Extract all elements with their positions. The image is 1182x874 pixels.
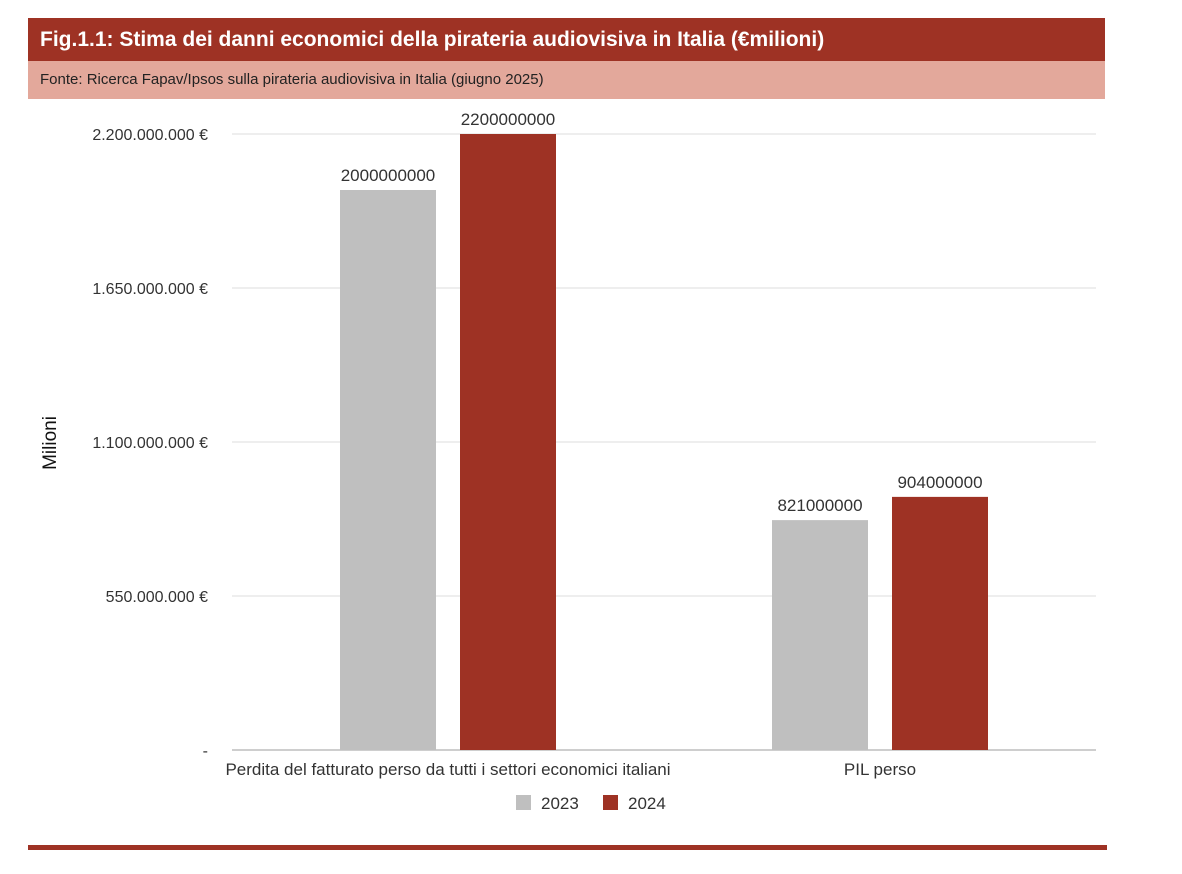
data-label: 821000000 bbox=[777, 496, 862, 515]
y-tick-label: 2.200.000.000 € bbox=[92, 127, 208, 144]
x-axis-categories: Perdita del fatturato perso da tutti i s… bbox=[225, 760, 916, 779]
bars bbox=[340, 134, 988, 750]
figure-title: Fig.1.1: Stima dei danni economici della… bbox=[28, 18, 1105, 61]
bar-2024-0 bbox=[460, 134, 556, 750]
y-tick-label: 550.000.000 € bbox=[106, 589, 208, 606]
y-axis-ticks: - 550.000.000 € 1.100.000.000 € 1.650.000.0… bbox=[92, 127, 208, 760]
data-label: 904000000 bbox=[897, 473, 982, 492]
bar-2023-1 bbox=[772, 520, 868, 750]
category-label: PIL perso bbox=[844, 760, 916, 779]
data-labels: 2000000000 2200000000 821000000 904000000 bbox=[341, 110, 983, 515]
bottom-rule bbox=[28, 845, 1107, 850]
legend-swatch-2023 bbox=[516, 795, 531, 810]
legend-label-2023: 2023 bbox=[541, 794, 579, 813]
y-tick-label: 1.100.000.000 € bbox=[92, 435, 208, 452]
data-label: 2000000000 bbox=[341, 166, 436, 185]
bar-2023-0 bbox=[340, 190, 436, 750]
figure-source: Fonte: Ricerca Fapav/Ipsos sulla pirater… bbox=[28, 61, 1105, 99]
y-axis-label: Milioni bbox=[40, 416, 61, 470]
y-tick-label: - bbox=[203, 743, 208, 760]
legend: 2023 2024 bbox=[516, 794, 666, 813]
legend-swatch-2024 bbox=[603, 795, 618, 810]
bar-2024-1 bbox=[892, 496, 988, 750]
data-label: 2200000000 bbox=[461, 110, 556, 129]
legend-label-2024: 2024 bbox=[628, 794, 666, 813]
y-tick-label: 1.650.000.000 € bbox=[92, 281, 208, 298]
category-label: Perdita del fatturato perso da tutti i s… bbox=[225, 760, 670, 779]
